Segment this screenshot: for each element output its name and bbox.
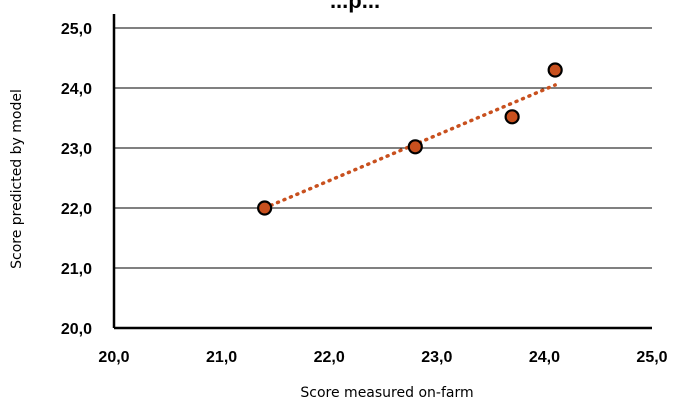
- y-axis-title: Score predicted by model: [9, 89, 25, 269]
- x-tick-label: 23,0: [421, 349, 452, 366]
- gridlines: [114, 27, 652, 269]
- y-tick-label: 24,0: [61, 81, 92, 98]
- x-tick-label: 24,0: [529, 349, 560, 366]
- data-point: [407, 139, 423, 155]
- data-point: [547, 62, 563, 78]
- x-tick-label: 22,0: [314, 349, 345, 366]
- y-tick-label: 23,0: [61, 141, 92, 158]
- tick-labels: 20,0 21,0 22,0 23,0 24,0 25,0 20,0 21,0 22,0 23,0…: [61, 21, 668, 366]
- data-points: [257, 62, 563, 216]
- y-tick-label: 21,0: [61, 261, 92, 278]
- chart-title: ...p...: [330, 0, 380, 13]
- y-tick-label: 20,0: [61, 321, 92, 338]
- data-point: [257, 200, 273, 216]
- y-tick-label: 25,0: [61, 21, 92, 38]
- x-tick-label: 21,0: [206, 349, 237, 366]
- data-point: [504, 109, 520, 125]
- y-tick-label: 22,0: [61, 201, 92, 218]
- x-tick-label: 25,0: [636, 349, 667, 366]
- x-tick-label: 20,0: [98, 349, 129, 366]
- axes: [112, 14, 652, 330]
- x-axis-title: Score measured on-farm: [300, 385, 473, 400]
